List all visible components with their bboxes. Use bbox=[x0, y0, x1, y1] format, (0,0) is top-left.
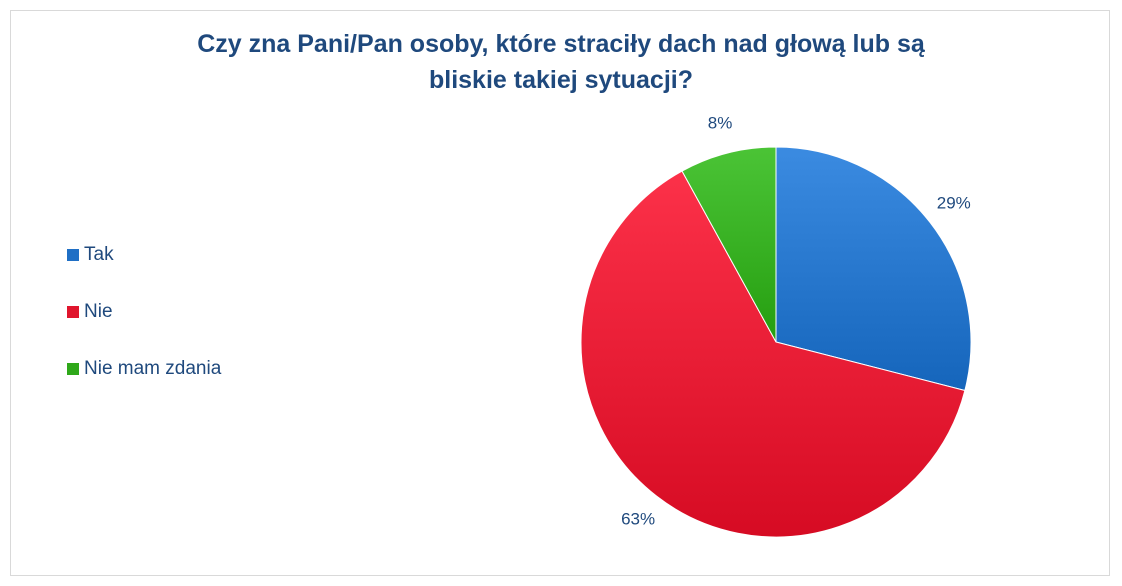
legend: Tak Nie Nie mam zdania bbox=[67, 240, 221, 411]
chart-title-line-2: bliskie takiej sytuacji? bbox=[428, 66, 693, 94]
legend-item-nie-mam-zdania: Nie mam zdania bbox=[67, 354, 221, 384]
legend-item-tak: Tak bbox=[67, 240, 221, 270]
slice-nie bbox=[580, 170, 966, 538]
data-label-nie: 63% bbox=[621, 509, 655, 528]
legend-item-nie: Nie bbox=[67, 297, 221, 327]
legend-label-nie-mam-zdania: Nie mam zdania bbox=[84, 358, 222, 379]
legend-swatch-nie-mam-zdania bbox=[67, 363, 79, 375]
legend-swatch-tak bbox=[67, 249, 79, 261]
chart-title-line-1: Czy zna Pani/Pan osoby, które straciły d… bbox=[197, 30, 925, 58]
legend-swatch-nie bbox=[67, 306, 79, 318]
legend-label-nie: Nie bbox=[84, 301, 113, 322]
slice-nie-mam-zdania bbox=[681, 146, 777, 343]
data-label-tak: 29% bbox=[937, 194, 971, 213]
legend-label-tak: Tak bbox=[84, 244, 114, 265]
chart-title: Czy zna Pani/Pan osoby, które straciły d… bbox=[0, 26, 1122, 98]
slice-tak bbox=[775, 146, 972, 392]
data-label-nie-mam-zdania: 8% bbox=[708, 114, 733, 133]
